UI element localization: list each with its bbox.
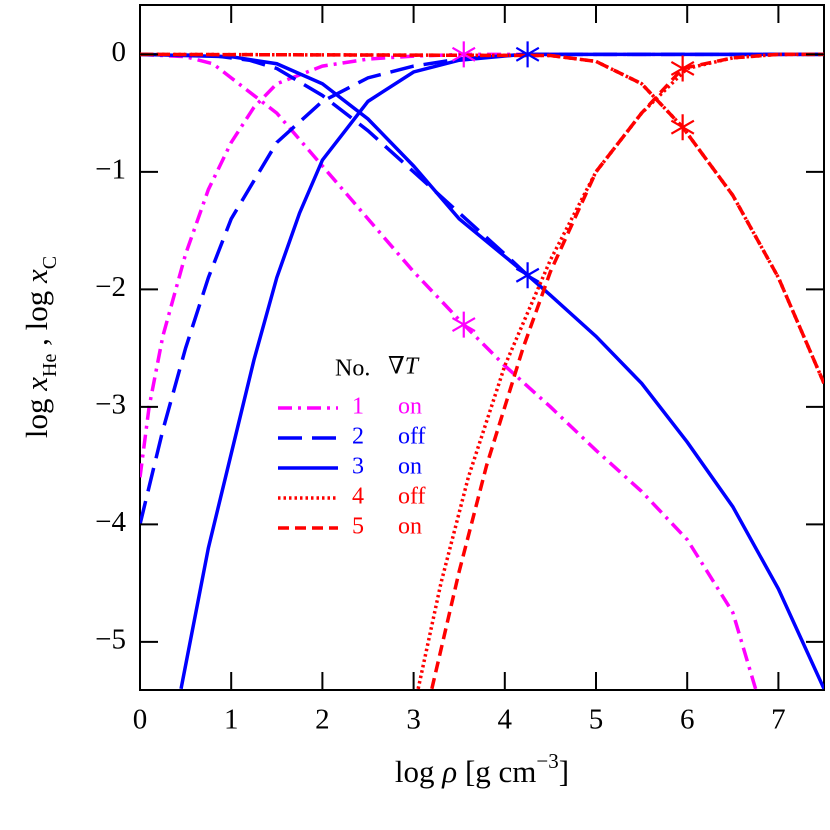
legend-state: on (398, 394, 422, 420)
legend-label: 5 (352, 514, 364, 540)
curve (179, 52, 824, 690)
asterisk-marker (515, 262, 540, 289)
asterisk-marker (670, 114, 695, 141)
x-tick-label: 2 (315, 704, 330, 736)
x-tick-label: 1 (224, 704, 239, 736)
y-label-part: log (19, 391, 54, 438)
curve (430, 52, 824, 690)
y-tick-label: 0 (112, 36, 127, 68)
curve (140, 52, 529, 277)
legend-label: 2 (352, 424, 364, 450)
curve (140, 52, 824, 690)
x-label-part: log (395, 754, 442, 789)
y-tick-label: −3 (95, 388, 126, 420)
curve (140, 52, 824, 385)
y-tick-label: −2 (95, 271, 126, 303)
curve (140, 52, 824, 385)
legend-state: off (398, 484, 426, 510)
x-tick-label: 5 (589, 704, 604, 736)
asterisk-marker (670, 55, 695, 82)
asterisk-marker (515, 41, 540, 68)
x-label-part: −3 (536, 749, 558, 773)
legend-header: ∇T (388, 354, 420, 380)
y-tick-label: −1 (95, 154, 126, 186)
x-tick-label: 3 (406, 704, 421, 736)
y-label-part: C (39, 256, 61, 269)
y-label-part: x (19, 269, 54, 284)
x-tick-label: 6 (680, 704, 695, 736)
x-label-part: [g cm (457, 754, 536, 789)
x-label-part: ] (559, 754, 569, 789)
x-tick-label: 4 (498, 704, 513, 736)
asterisk-marker (451, 311, 476, 338)
legend-label: 4 (352, 484, 364, 510)
y-tick-label: −4 (95, 506, 126, 538)
legend-state: on (398, 454, 422, 480)
curve (416, 52, 824, 690)
x-label-part: ρ (441, 754, 457, 789)
y-label-part: x (19, 377, 54, 392)
x-tick-label: 0 (133, 704, 148, 736)
y-axis-label: log xHe , log xC (19, 256, 60, 438)
y-label-part: He (39, 354, 61, 377)
curve (140, 52, 758, 690)
asterisk-marker (451, 41, 476, 68)
legend-label: 1 (352, 394, 364, 420)
x-tick-label: 7 (771, 704, 786, 736)
x-axis-label: log ρ [g cm−3] (395, 749, 569, 789)
y-label-part: , log (19, 283, 54, 354)
legend-state: off (398, 424, 426, 450)
y-tick-label: −5 (95, 623, 126, 655)
legend-state: on (398, 514, 422, 540)
legend-header: No. (335, 356, 370, 382)
plot-frame (139, 4, 825, 691)
legend-label: 3 (352, 454, 364, 480)
